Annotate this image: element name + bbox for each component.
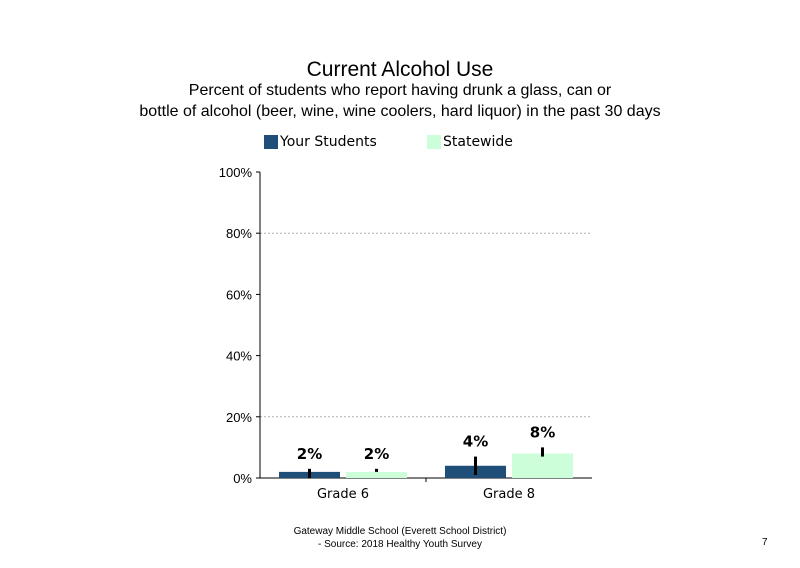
- data-label-your-students-grade-6: 2%: [297, 445, 322, 463]
- legend-item-your-students: Your Students: [264, 133, 377, 151]
- data-label-your-students-grade-8: 4%: [463, 433, 488, 451]
- y-tick-label-0: 0%: [233, 471, 252, 486]
- y-tick-label-40: 40%: [226, 349, 252, 364]
- y-tick-label-80: 80%: [226, 226, 252, 241]
- x-tick-label-grade-8: Grade 8: [483, 487, 535, 502]
- chart-subtitle-line2: bottle of alcohol (beer, wine, wine cool…: [139, 103, 661, 120]
- y-tick-label-60: 60%: [226, 287, 252, 302]
- footer-source: - Source: 2018 Healthy Youth Survey: [318, 539, 482, 550]
- legend-label-your-students: Your Students: [280, 134, 377, 150]
- page-number: 7: [762, 537, 768, 548]
- footer-school: Gateway Middle School (Everett School Di…: [293, 526, 507, 537]
- data-label-statewide-grade-6: 2%: [364, 445, 389, 463]
- chart-title: Current Alcohol Use: [306, 58, 494, 81]
- x-tick-label-grade-6: Grade 6: [317, 487, 369, 502]
- legend-label-statewide: Statewide: [443, 134, 513, 150]
- bar-statewide-grade-8: [512, 453, 573, 478]
- legend-item-statewide: Statewide: [427, 133, 513, 151]
- chart-subtitle-line1: Percent of students who report having dr…: [188, 82, 612, 99]
- data-label-statewide-grade-8: 8%: [530, 423, 555, 441]
- y-tick-label-100: 100%: [219, 165, 253, 180]
- legend-swatch-statewide: [427, 135, 441, 149]
- legend-swatch-your-students: [264, 135, 278, 149]
- bar-statewide-grade-6: [346, 471, 407, 478]
- y-tick-label-20: 20%: [226, 410, 252, 425]
